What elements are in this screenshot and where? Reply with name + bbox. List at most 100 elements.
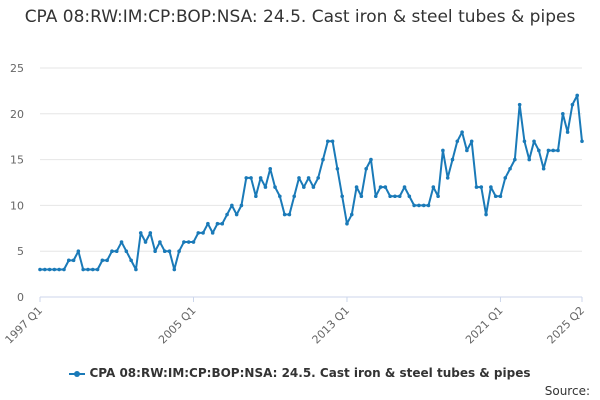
data-point [210,231,215,235]
data-point [311,185,316,189]
data-point [76,249,81,253]
data-point [162,249,167,253]
data-point [239,203,244,208]
data-point [306,176,311,180]
legend[interactable]: CPA 08:RW:IM:CP:BOP:NSA: 24.5. Cast iron… [0,366,600,380]
data-point [100,258,105,263]
data-point [484,212,488,217]
data-point [119,240,124,244]
data-point [287,212,292,217]
data-point [244,176,249,180]
data-point [417,203,421,208]
y-axis: 0 5 10 15 20 25 [10,62,24,304]
data-point [95,267,100,272]
data-point [522,139,527,144]
data-point [143,240,148,244]
data-point [196,231,201,235]
data-point [340,194,344,199]
data-point [508,166,512,171]
data-point [201,231,205,235]
data-point [369,157,373,162]
data-point [349,212,354,217]
data-point [258,176,263,180]
data-point [71,258,76,263]
data-point [57,267,61,272]
data-point [359,194,364,199]
data-point [431,185,436,189]
data-point [330,139,335,144]
data-point [148,231,153,235]
data-point [532,139,536,144]
y-tick-label-5: 5 [17,245,24,258]
data-point [38,267,42,272]
data-point [561,112,565,116]
data-point [378,185,383,189]
data-point [565,130,570,134]
data-point [570,102,575,107]
data-point [273,185,277,189]
data-point [129,258,133,263]
data-point [551,148,556,153]
data-point [81,267,85,272]
data-point [407,194,412,199]
legend-label: CPA 08:RW:IM:CP:BOP:NSA: 24.5. Cast iron… [89,366,531,380]
x-tick-label: 1997 Q1 [3,304,46,347]
data-point [373,194,378,199]
data-point [282,212,287,217]
data-point [575,93,579,98]
data-point [153,249,157,253]
data-point [541,166,546,171]
data-point [172,267,177,272]
data-point [158,240,162,244]
data-point [167,249,172,253]
data-point [556,148,560,153]
data-point [426,203,431,208]
data-point [513,157,517,162]
data-point [402,185,407,189]
y-tick-label-25: 25 [10,62,24,75]
y-tick-label-20: 20 [10,108,24,121]
x-axis: 1997 Q1 2005 Q1 2013 Q1 2021 Q1 2025 Q2 [3,296,588,347]
data-point [441,148,445,153]
x-tick-label: 2021 Q1 [463,304,506,347]
gridlines [40,67,582,252]
data-point [292,194,297,199]
data-point [249,176,253,180]
data-point [474,185,479,189]
data-point [220,221,225,226]
data-point [215,221,220,226]
data-point [206,221,210,226]
data-point [191,240,196,244]
data-point [527,157,532,162]
data-point [460,130,464,134]
chart-title: CPA 08:RW:IM:CP:BOP:NSA: 24.5. Cast iron… [24,7,576,27]
data-point [436,194,440,199]
x-tick-label: 2013 Q1 [310,304,353,347]
data-point [52,267,57,272]
data-point [86,267,90,272]
data-point [62,267,66,272]
data-point [445,176,450,180]
x-tick-label: 2005 Q1 [156,304,199,347]
data-point [43,267,47,272]
data-point [230,203,234,208]
data-point [110,249,114,253]
data-point [278,194,282,199]
data-point [225,212,229,217]
data-point [479,185,484,189]
data-point [498,194,503,199]
data-point [47,267,52,272]
data-point [302,185,306,189]
data-point [263,185,268,189]
y-tick-label-10: 10 [10,199,24,212]
y-tick-label-0: 0 [17,291,24,304]
y-tick-label-15: 15 [10,154,24,167]
data-point [325,139,330,144]
series [38,93,584,272]
data-point [134,267,138,272]
data-point [397,194,402,199]
x-tick-label: 2025 Q2 [545,304,588,347]
data-point [421,203,426,208]
data-point [364,166,368,171]
